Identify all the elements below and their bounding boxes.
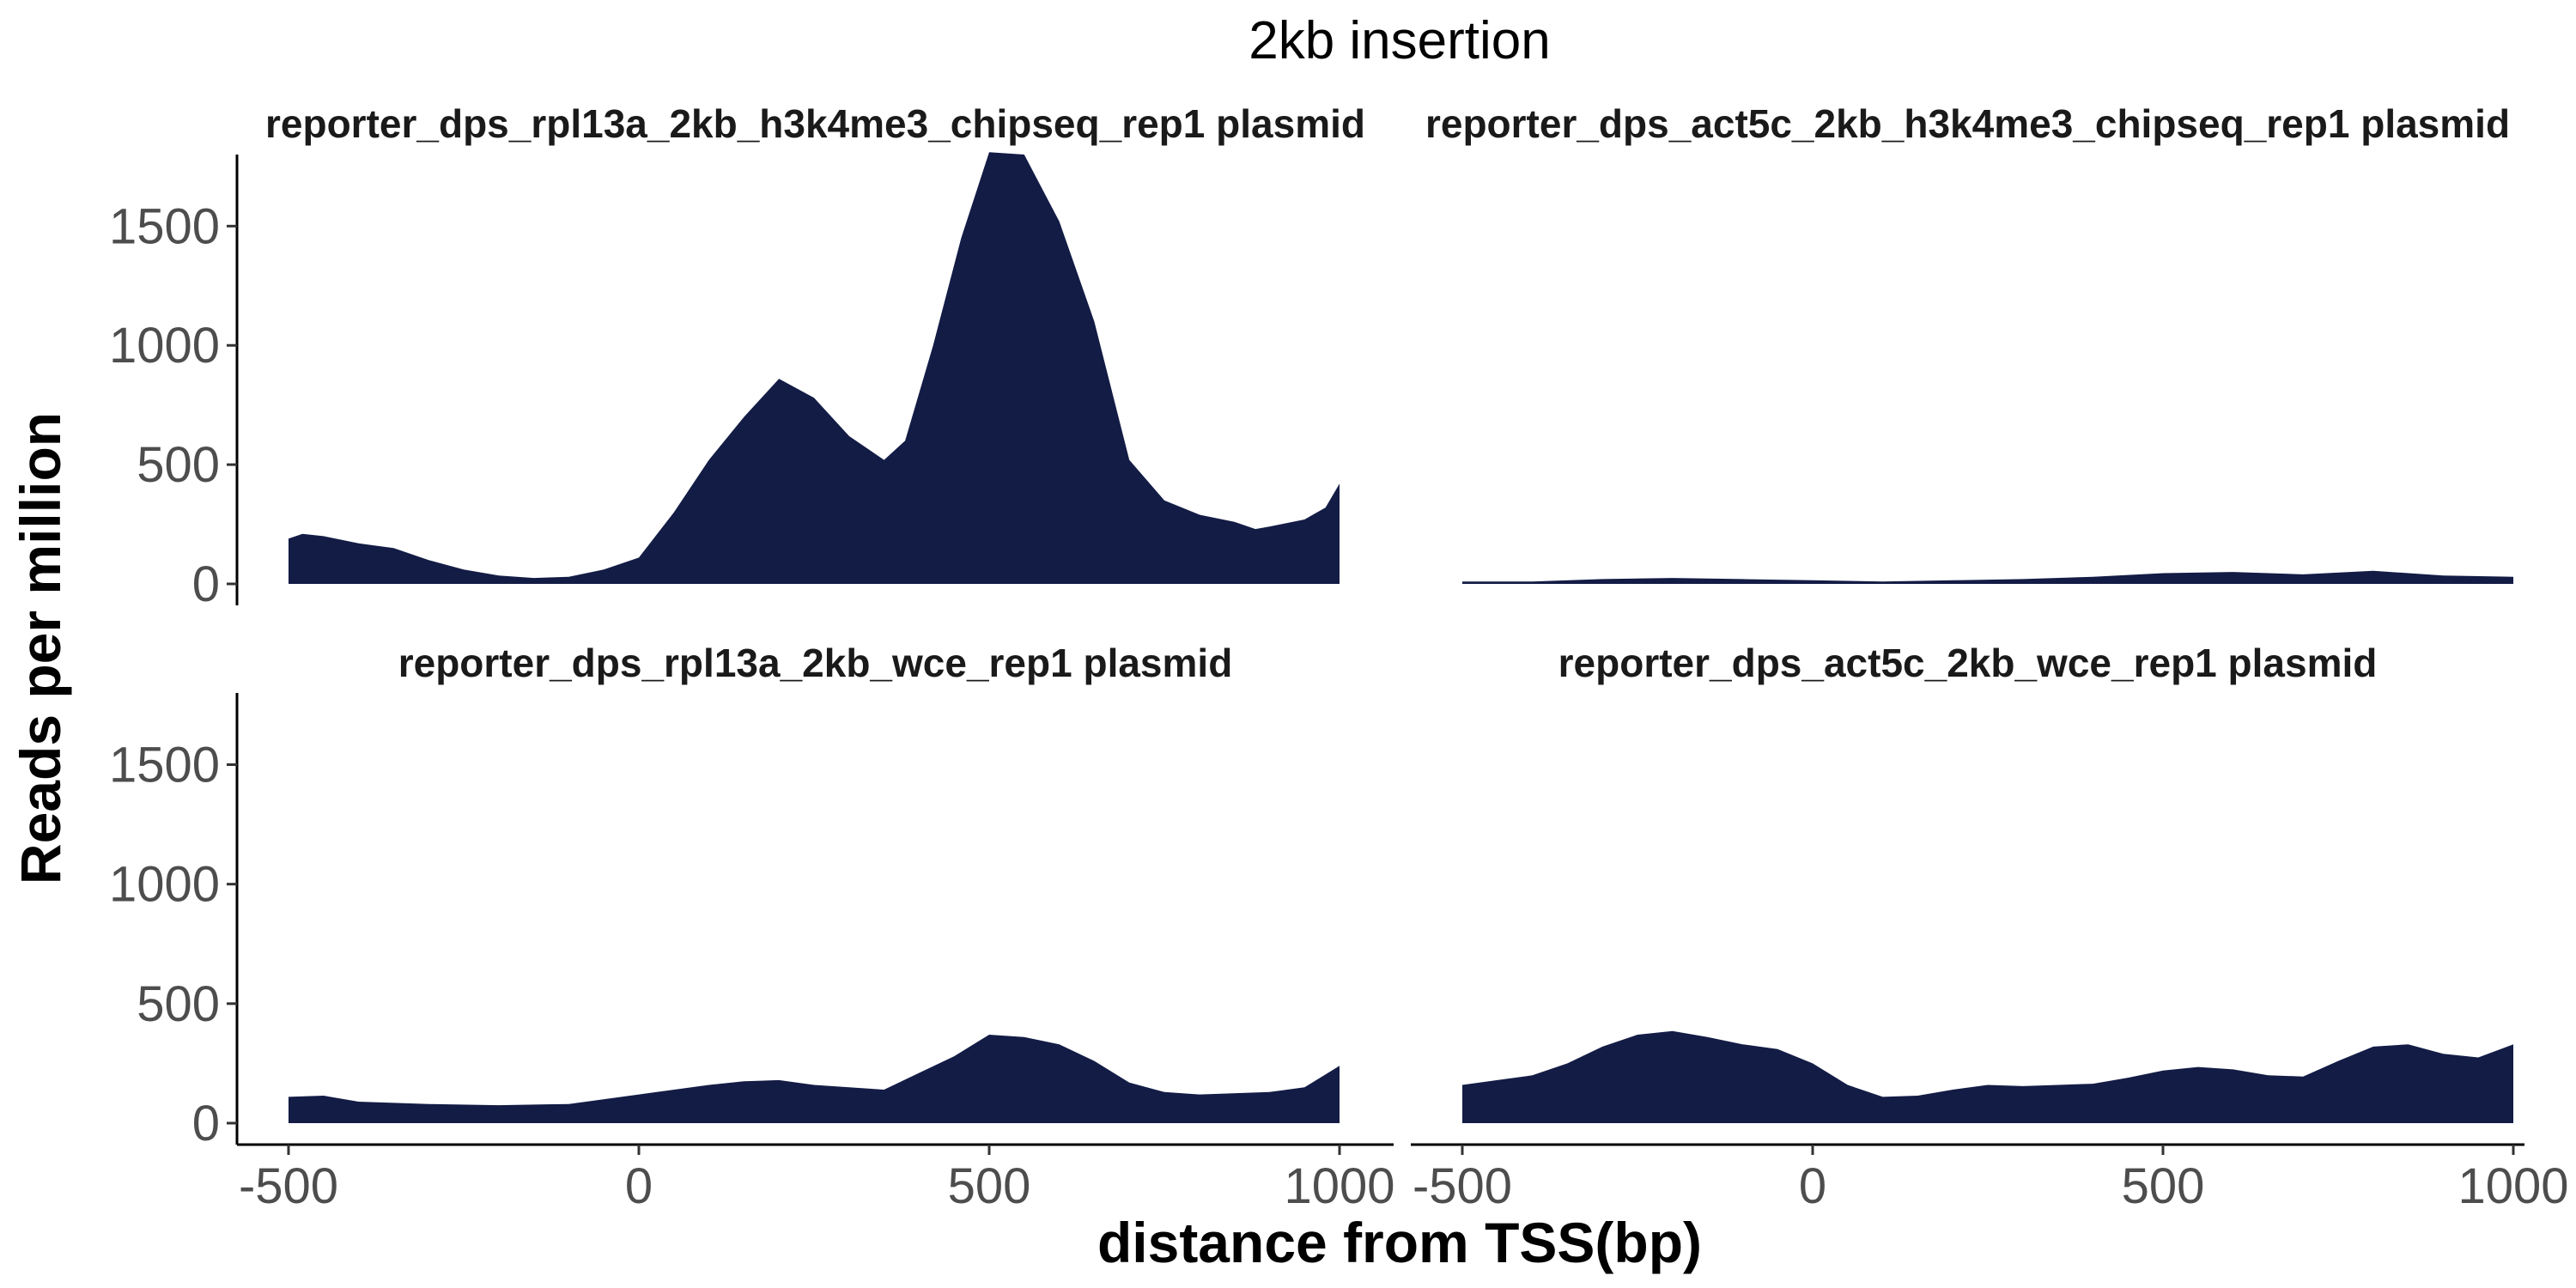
area-series: [289, 152, 1340, 584]
panel-1: reporter_dps_rpl13a_2kb_h3k4me3_chipseq_…: [109, 101, 1365, 612]
area-series: [1462, 570, 2513, 584]
x-tick-label: 0: [1799, 1158, 1826, 1214]
x-axis-title: distance from TSS(bp): [1097, 1211, 1702, 1274]
y-tick-label: 0: [192, 556, 220, 612]
y-tick-label: 1000: [109, 857, 220, 913]
y-tick-label: 1500: [109, 738, 220, 793]
panel-2: reporter_dps_act5c_2kb_h3k4me3_chipseq_r…: [1425, 101, 2513, 584]
panel-4: reporter_dps_act5c_2kb_wce_rep1 plasmid -…: [1411, 641, 2569, 1214]
x-tick-label: 1000: [1284, 1158, 1394, 1214]
panels-group: reporter_dps_rpl13a_2kb_h3k4me3_chipseq_…: [109, 101, 2569, 1214]
y-tick-label: 0: [192, 1096, 220, 1151]
panel-3: reporter_dps_rpl13a_2kb_wce_rep1 plasmid…: [109, 641, 1395, 1214]
area-series: [289, 1035, 1340, 1123]
area-series: [1462, 1030, 2513, 1123]
panel-strip-label: reporter_dps_rpl13a_2kb_h3k4me3_chipseq_…: [265, 101, 1365, 146]
y-tick-label: 1000: [109, 318, 220, 374]
panel-strip-label: reporter_dps_act5c_2kb_wce_rep1 plasmid: [1558, 641, 2378, 685]
chart-title: 2kb insertion: [1249, 11, 1551, 70]
y-tick-label: 1500: [109, 198, 220, 254]
x-tick-label: -500: [239, 1158, 338, 1214]
x-tick-label: 0: [625, 1158, 653, 1214]
panel-strip-label: reporter_dps_rpl13a_2kb_wce_rep1 plasmid: [398, 641, 1233, 685]
x-tick-label: 1000: [2458, 1158, 2568, 1214]
panel-strip-label: reporter_dps_act5c_2kb_h3k4me3_chipseq_r…: [1425, 101, 2510, 146]
y-tick-label: 500: [137, 976, 220, 1032]
y-axis-title: Reads per million: [9, 412, 72, 884]
x-tick-label: 500: [948, 1158, 1031, 1214]
x-tick-label: -500: [1413, 1158, 1512, 1214]
x-tick-label: 500: [2122, 1158, 2205, 1214]
y-tick-label: 500: [137, 437, 220, 493]
